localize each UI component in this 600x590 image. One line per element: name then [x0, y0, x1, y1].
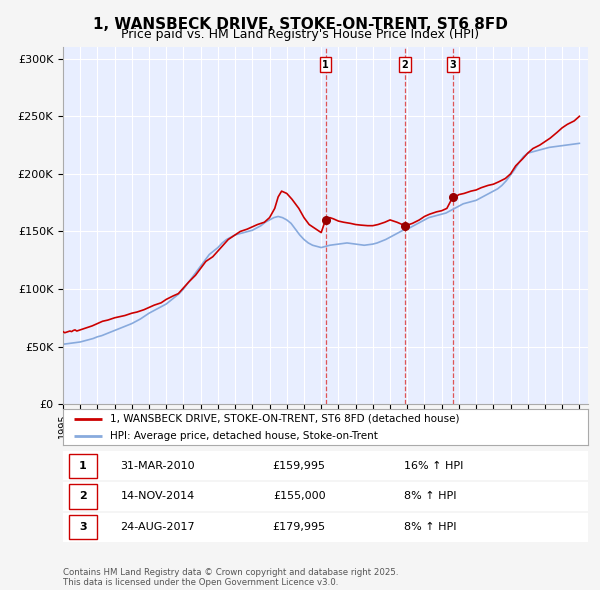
- FancyBboxPatch shape: [70, 484, 97, 509]
- Text: 8% ↑ HPI: 8% ↑ HPI: [404, 522, 457, 532]
- Text: 8% ↑ HPI: 8% ↑ HPI: [404, 491, 457, 502]
- Text: 1, WANSBECK DRIVE, STOKE-ON-TRENT, ST6 8FD: 1, WANSBECK DRIVE, STOKE-ON-TRENT, ST6 8…: [92, 17, 508, 31]
- Text: £179,995: £179,995: [272, 522, 326, 532]
- Text: 2: 2: [79, 491, 87, 502]
- Text: 2: 2: [401, 60, 409, 70]
- Text: 16% ↑ HPI: 16% ↑ HPI: [404, 461, 464, 471]
- Text: £155,000: £155,000: [273, 491, 326, 502]
- FancyBboxPatch shape: [70, 515, 97, 539]
- Text: 1: 1: [322, 60, 329, 70]
- Text: HPI: Average price, detached house, Stoke-on-Trent: HPI: Average price, detached house, Stok…: [110, 431, 378, 441]
- Text: Contains HM Land Registry data © Crown copyright and database right 2025.
This d: Contains HM Land Registry data © Crown c…: [63, 568, 398, 587]
- Text: 24-AUG-2017: 24-AUG-2017: [120, 522, 195, 532]
- FancyBboxPatch shape: [70, 454, 97, 478]
- Text: Price paid vs. HM Land Registry's House Price Index (HPI): Price paid vs. HM Land Registry's House …: [121, 28, 479, 41]
- Text: 3: 3: [449, 60, 456, 70]
- Text: £159,995: £159,995: [273, 461, 326, 471]
- Text: 1: 1: [79, 461, 87, 471]
- Text: 31-MAR-2010: 31-MAR-2010: [120, 461, 195, 471]
- Text: 1, WANSBECK DRIVE, STOKE-ON-TRENT, ST6 8FD (detached house): 1, WANSBECK DRIVE, STOKE-ON-TRENT, ST6 8…: [110, 414, 460, 424]
- Text: 3: 3: [79, 522, 87, 532]
- Text: 14-NOV-2014: 14-NOV-2014: [121, 491, 194, 502]
